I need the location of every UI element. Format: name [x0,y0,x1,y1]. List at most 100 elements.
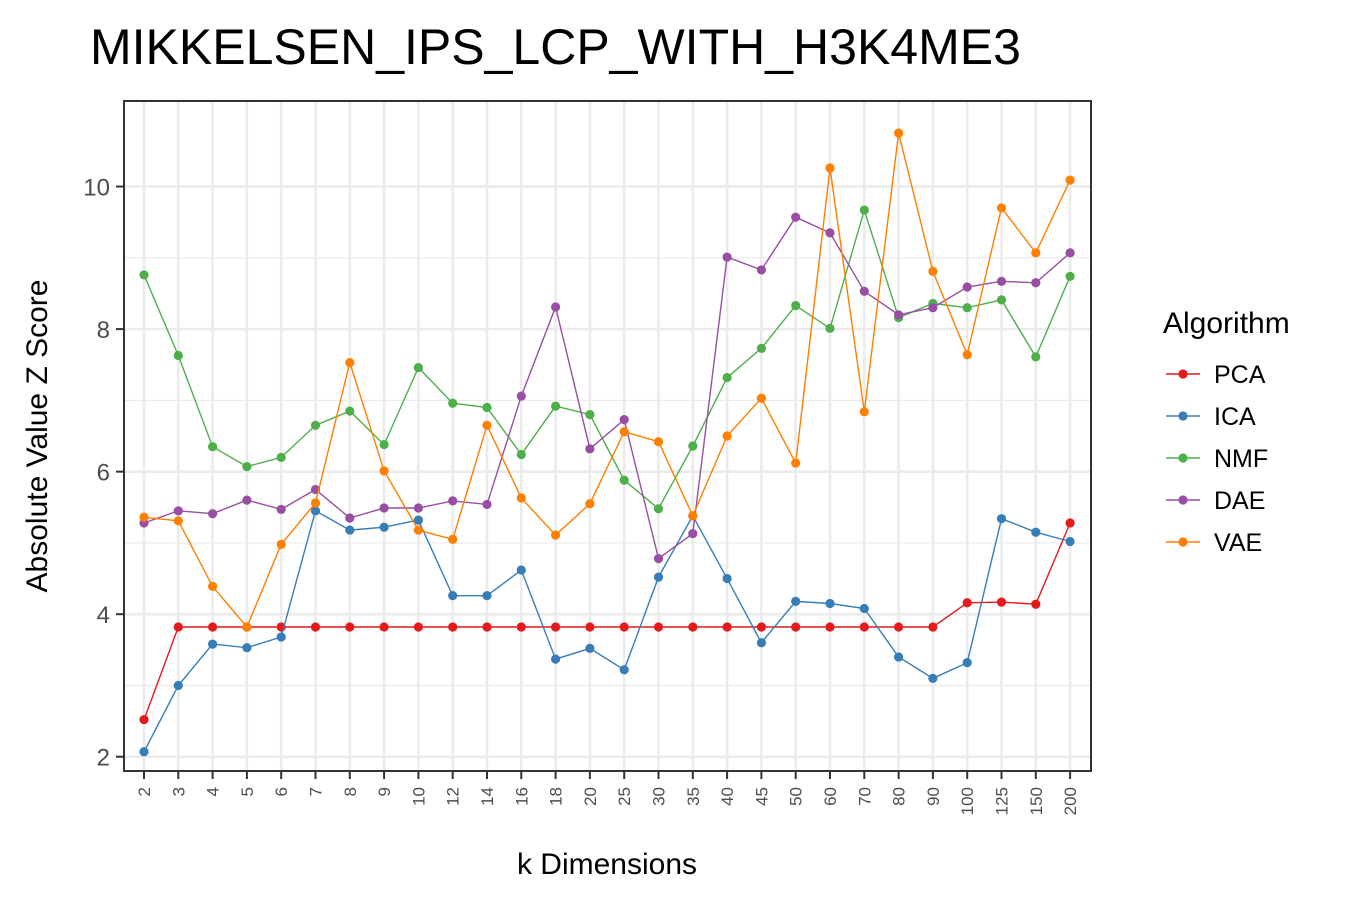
x-tick-label: 40 [718,787,737,806]
data-point [173,516,183,526]
data-point [996,514,1007,524]
y-tick-label: 6 [97,460,110,487]
data-point [482,420,492,430]
data-point [379,466,389,476]
data-point [242,643,252,653]
data-point [208,622,218,632]
data-point [276,539,286,549]
y-tick-label: 10 [83,175,110,202]
x-tick-label: 25 [615,787,634,806]
legend-key-point [1178,411,1188,421]
data-point [345,357,355,368]
data-point [756,265,767,275]
data-point [173,350,183,361]
series-line [143,522,1071,720]
x-tick-label: 2 [135,787,154,796]
data-point [619,665,629,675]
legend-key-point [1178,369,1188,379]
data-point [242,622,252,632]
data-point [619,475,629,485]
data-point [688,511,698,521]
x-tick-label: 10 [409,787,428,806]
data-point [585,444,595,454]
data-point [996,295,1007,305]
data-point [756,343,767,353]
data-point [1031,248,1041,258]
data-point [448,622,458,632]
legend-title: Algorithm [1163,307,1290,340]
legend: Algorithm PCA ICA NMF DAE VAE [1163,307,1290,557]
x-tick-label: 30 [650,787,669,806]
data-point [482,591,492,601]
data-point [516,449,526,460]
data-point [859,286,869,296]
data-point [722,573,732,584]
x-tick-label: 50 [787,787,806,806]
legend-label: VAE [1214,529,1262,557]
series-dae [139,212,1075,564]
series-line [143,216,1071,560]
data-point [345,525,355,535]
data-point [619,415,629,425]
data-point [482,499,492,510]
data-point [413,622,423,632]
data-point [448,534,458,544]
data-point [722,622,732,632]
data-point [894,128,904,138]
data-point [962,658,972,668]
data-point [551,302,561,312]
data-point [791,458,801,468]
data-point [413,362,423,373]
data-point [791,212,801,222]
series-line [143,132,1071,629]
data-point [173,506,183,516]
y-axis-title: Absolute Value Z Score [21,280,54,593]
legend-label: NMF [1214,445,1268,473]
data-point [722,372,732,383]
data-point [208,442,218,452]
data-point [310,506,321,516]
legend-item-ica: ICA [1166,403,1256,431]
data-point [653,437,664,447]
data-point [585,622,595,632]
data-point [825,598,835,609]
data-point [139,715,149,725]
x-tick-label: 150 [1027,787,1046,815]
data-point [448,496,458,506]
series-lines [139,128,1075,757]
data-point [1031,599,1041,609]
data-point [791,300,801,311]
data-point [859,407,869,417]
grid [124,101,1091,771]
data-point [722,431,732,441]
data-point [516,493,526,503]
data-point [276,504,286,515]
data-point [379,622,389,632]
data-point [310,420,321,430]
data-point [996,203,1007,213]
data-point [345,406,355,416]
data-point [448,591,458,601]
data-point [928,622,938,632]
data-point [413,525,423,535]
legend-key-point [1178,537,1188,547]
data-point [139,512,149,522]
data-point [962,282,972,292]
data-point [722,252,732,262]
data-point [619,622,629,632]
data-point [1065,536,1075,547]
x-tick-label: 3 [169,787,188,796]
legend-label: DAE [1214,487,1265,515]
legend-key-point [1178,453,1188,463]
x-tick-label: 12 [444,787,463,806]
data-point [208,581,218,591]
data-point [516,622,526,632]
x-tick-label: 90 [924,787,943,806]
legend-label: PCA [1214,361,1266,389]
data-point [962,303,972,313]
data-point [551,401,561,411]
data-point [688,529,698,539]
data-point [653,553,664,564]
data-point [791,596,801,606]
